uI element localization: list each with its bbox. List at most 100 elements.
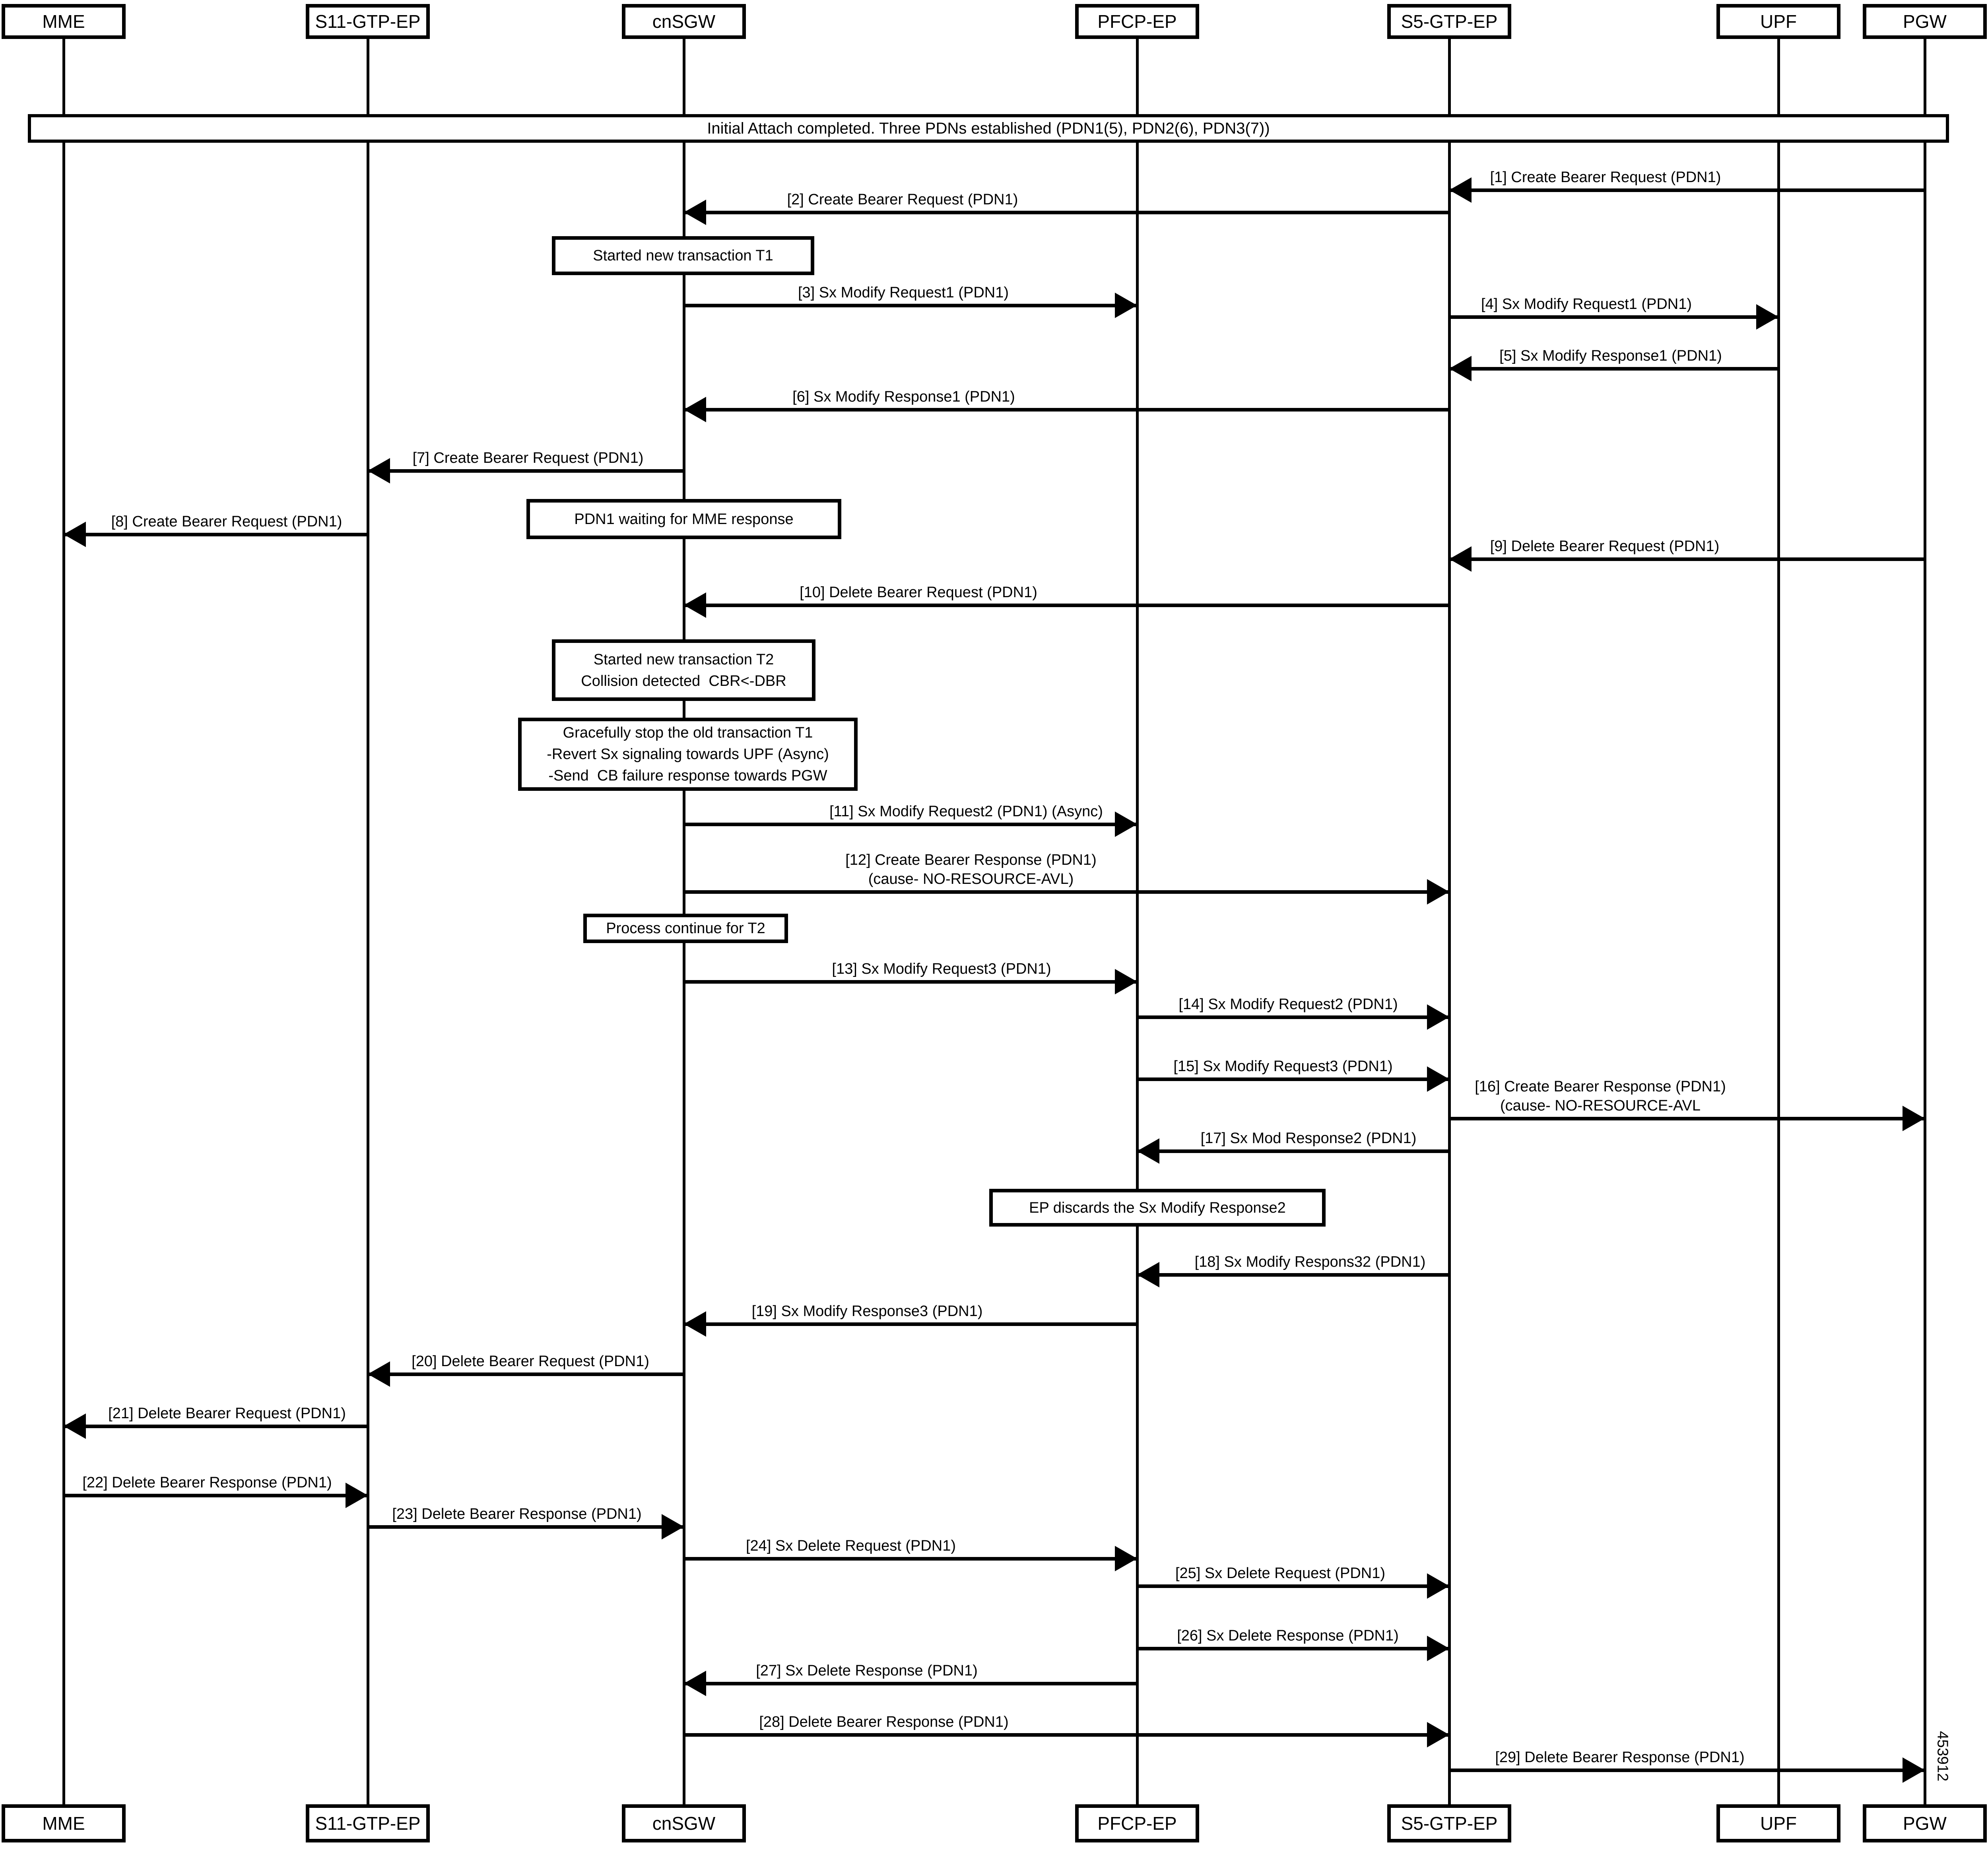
message-line-25 bbox=[1137, 1584, 1449, 1588]
message-line-21 bbox=[64, 1425, 368, 1428]
message-arrowhead-9 bbox=[1449, 546, 1472, 572]
message-arrowhead-27 bbox=[684, 1671, 706, 1696]
message-arrowhead-1 bbox=[1449, 177, 1472, 203]
message-label-10: [10] Delete Bearer Request (PDN1) bbox=[800, 584, 1037, 601]
message-label-21: [21] Delete Bearer Request (PDN1) bbox=[108, 1405, 346, 1422]
message-arrowhead-13 bbox=[1115, 969, 1137, 994]
message-arrowhead-26 bbox=[1427, 1636, 1449, 1661]
message-arrowhead-4 bbox=[1756, 304, 1778, 330]
participant-top-pfcp: PFCP-EP bbox=[1075, 4, 1199, 39]
note-process: Process continue for T2 bbox=[583, 914, 788, 943]
note-waiting: PDN1 waiting for MME response bbox=[526, 499, 841, 539]
message-arrowhead-29 bbox=[1903, 1757, 1925, 1783]
message-line-11 bbox=[684, 823, 1137, 826]
message-line-10 bbox=[684, 604, 1449, 607]
lifeline-pgw bbox=[1924, 39, 1926, 1805]
participant-top-pgw: PGW bbox=[1863, 4, 1987, 39]
message-label-29: [29] Delete Bearer Response (PDN1) bbox=[1495, 1749, 1745, 1766]
message-label-24: [24] Sx Delete Request (PDN1) bbox=[746, 1538, 956, 1554]
message-arrowhead-25 bbox=[1427, 1573, 1449, 1599]
participant-bottom-s11: S11-GTP-EP bbox=[306, 1804, 430, 1842]
message-label-22: [22] Delete Bearer Response (PDN1) bbox=[82, 1474, 332, 1491]
message-arrowhead-20 bbox=[368, 1361, 390, 1387]
participant-bottom-upf: UPF bbox=[1716, 1804, 1840, 1842]
participant-bottom-mme: MME bbox=[2, 1804, 126, 1842]
note-t2: Started new transaction T2 Collision det… bbox=[552, 639, 815, 701]
message-label-11: [11] Sx Modify Request2 (PDN1) (Async) bbox=[829, 803, 1103, 820]
message-arrowhead-17 bbox=[1137, 1138, 1159, 1164]
message-arrowhead-12 bbox=[1427, 879, 1449, 905]
participant-bottom-s5: S5-GTP-EP bbox=[1387, 1804, 1511, 1842]
message-label-9: [9] Delete Bearer Request (PDN1) bbox=[1490, 538, 1720, 555]
message-arrowhead-18 bbox=[1137, 1262, 1159, 1287]
message-arrowhead-2 bbox=[684, 200, 706, 225]
message-arrowhead-21 bbox=[64, 1413, 86, 1439]
message-label-16: [16] Create Bearer Response (PDN1) (caus… bbox=[1475, 1078, 1726, 1114]
message-line-19 bbox=[684, 1322, 1137, 1326]
note-graceful: Gracefully stop the old transaction T1 -… bbox=[518, 718, 858, 791]
banner-initial-attach: Initial Attach completed. Three PDNs est… bbox=[28, 114, 1949, 143]
message-arrowhead-23 bbox=[662, 1514, 684, 1539]
message-line-3 bbox=[684, 304, 1137, 307]
message-line-28 bbox=[684, 1733, 1449, 1737]
message-label-7: [7] Create Bearer Request (PDN1) bbox=[412, 450, 644, 466]
message-line-5 bbox=[1449, 367, 1778, 371]
message-arrowhead-6 bbox=[684, 397, 706, 422]
note-t1: Started new transaction T1 bbox=[552, 236, 814, 275]
message-line-24 bbox=[684, 1557, 1137, 1561]
lifeline-s11 bbox=[367, 39, 369, 1805]
message-label-13: [13] Sx Modify Request3 (PDN1) bbox=[832, 961, 1051, 977]
message-label-25: [25] Sx Delete Request (PDN1) bbox=[1175, 1565, 1386, 1582]
message-label-8: [8] Create Bearer Request (PDN1) bbox=[111, 513, 342, 530]
participant-bottom-cnsgw: cnSGW bbox=[622, 1804, 746, 1842]
message-label-26: [26] Sx Delete Response (PDN1) bbox=[1177, 1627, 1399, 1644]
message-line-6 bbox=[684, 408, 1449, 412]
participant-top-upf: UPF bbox=[1716, 4, 1840, 39]
message-arrowhead-14 bbox=[1427, 1004, 1449, 1030]
message-label-6: [6] Sx Modify Response1 (PDN1) bbox=[792, 388, 1015, 405]
message-label-5: [5] Sx Modify Response1 (PDN1) bbox=[1499, 347, 1722, 364]
message-line-1 bbox=[1449, 188, 1925, 192]
message-line-20 bbox=[368, 1372, 684, 1376]
message-line-16 bbox=[1449, 1117, 1925, 1120]
message-arrowhead-5 bbox=[1449, 356, 1472, 381]
message-line-12 bbox=[684, 890, 1449, 894]
lifeline-s5 bbox=[1448, 39, 1451, 1805]
message-arrowhead-22 bbox=[346, 1483, 368, 1508]
message-line-4 bbox=[1449, 315, 1778, 319]
message-label-1: [1] Create Bearer Request (PDN1) bbox=[1490, 169, 1721, 186]
message-arrowhead-10 bbox=[684, 592, 706, 618]
message-line-15 bbox=[1137, 1077, 1449, 1081]
message-arrowhead-7 bbox=[368, 458, 390, 483]
message-label-2: [2] Create Bearer Request (PDN1) bbox=[787, 191, 1018, 208]
message-arrowhead-28 bbox=[1427, 1722, 1449, 1747]
message-label-28: [28] Delete Bearer Response (PDN1) bbox=[759, 1714, 1009, 1730]
message-label-15: [15] Sx Modify Request3 (PDN1) bbox=[1173, 1058, 1393, 1075]
message-line-2 bbox=[684, 211, 1449, 214]
participant-bottom-pfcp: PFCP-EP bbox=[1075, 1804, 1199, 1842]
message-label-4: [4] Sx Modify Request1 (PDN1) bbox=[1481, 296, 1692, 313]
message-arrowhead-11 bbox=[1115, 811, 1137, 837]
message-line-29 bbox=[1449, 1769, 1925, 1772]
message-line-18 bbox=[1137, 1273, 1449, 1277]
message-label-3: [3] Sx Modify Request1 (PDN1) bbox=[798, 284, 1009, 301]
participant-top-s11: S11-GTP-EP bbox=[306, 4, 430, 39]
message-line-26 bbox=[1137, 1647, 1449, 1650]
figure-number: 453912 bbox=[1934, 1731, 1951, 1782]
lifeline-mme bbox=[62, 39, 65, 1805]
message-line-9 bbox=[1449, 557, 1925, 561]
message-arrowhead-8 bbox=[64, 522, 86, 547]
message-label-27: [27] Sx Delete Response (PDN1) bbox=[756, 1662, 978, 1679]
lifeline-pfcp bbox=[1136, 39, 1139, 1805]
message-line-7 bbox=[368, 469, 684, 473]
message-arrowhead-16 bbox=[1903, 1106, 1925, 1131]
message-label-14: [14] Sx Modify Request2 (PDN1) bbox=[1178, 996, 1398, 1013]
message-label-12: [12] Create Bearer Response (PDN1) (caus… bbox=[845, 852, 1097, 887]
message-line-23 bbox=[368, 1525, 684, 1529]
message-arrowhead-24 bbox=[1115, 1546, 1137, 1571]
message-arrowhead-15 bbox=[1427, 1066, 1449, 1092]
participant-top-cnsgw: cnSGW bbox=[622, 4, 746, 39]
message-label-18: [18] Sx Modify Respons32 (PDN1) bbox=[1194, 1254, 1426, 1270]
message-label-23: [23] Delete Bearer Response (PDN1) bbox=[392, 1506, 642, 1522]
